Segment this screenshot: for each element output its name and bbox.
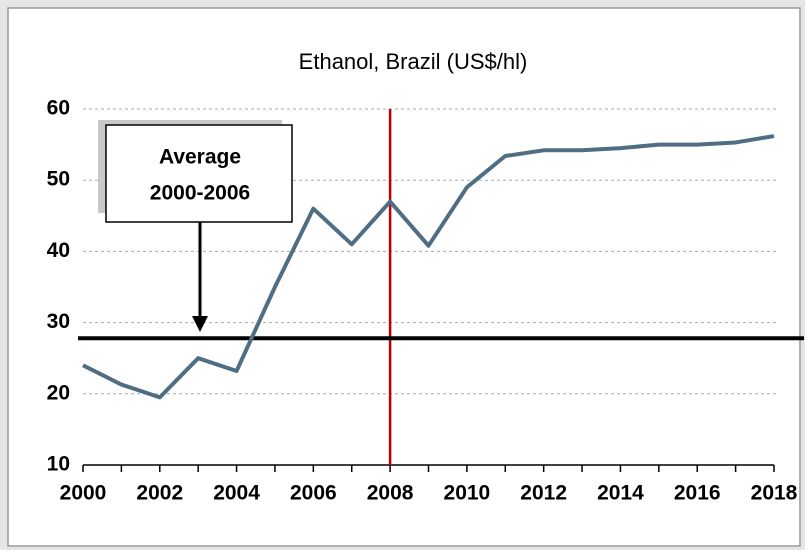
y-tick-label: 30 [47,310,70,333]
annotation-text: 2000-2006 [150,182,250,205]
y-tick-label: 60 [47,97,70,120]
x-tick-label: 2006 [290,482,337,505]
x-tick-label: 2002 [136,482,183,505]
x-tick-label: 2014 [597,482,644,505]
annotation-box [105,124,293,223]
x-tick-label: 2012 [520,482,567,505]
y-tick-label: 10 [47,453,70,476]
y-tick-label: 20 [47,381,70,404]
series-line [82,134,775,400]
x-tick-label: 2018 [751,482,798,505]
x-tick-label: 2010 [444,482,491,505]
arrow-head [192,316,208,332]
y-tick-label: 50 [47,168,70,191]
y-tick-label: 40 [47,239,70,262]
x-tick-label: 2004 [213,482,260,505]
chart-title: Ethanol, Brazil (US$/hl) [299,49,528,74]
chart-area [7,7,801,547]
x-tick-label: 2016 [674,482,721,505]
x-tick-label: 2008 [367,482,414,505]
x-tick-label: 2000 [60,482,107,505]
annotation-text: Average [159,146,241,169]
